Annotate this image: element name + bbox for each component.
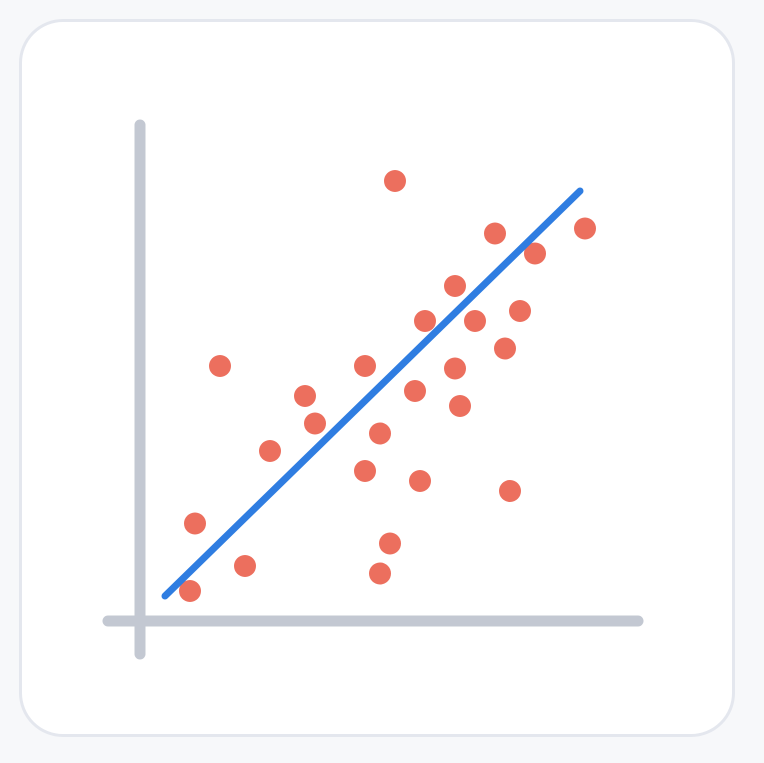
data-point-15 <box>409 470 431 492</box>
data-point-13 <box>384 170 406 192</box>
data-point-22 <box>494 337 516 360</box>
data-point-10 <box>369 422 391 445</box>
data-point-1 <box>179 580 201 602</box>
trendline-layer <box>161 187 584 600</box>
data-point-14 <box>404 380 426 402</box>
data-point-26 <box>574 217 596 240</box>
data-point-4 <box>234 555 256 577</box>
data-point-24 <box>509 300 531 322</box>
data-point-11 <box>369 562 391 585</box>
data-point-9 <box>354 460 376 482</box>
data-point-25 <box>524 242 546 265</box>
trendline <box>161 187 584 600</box>
data-point-6 <box>294 385 316 407</box>
data-point-5 <box>259 440 281 462</box>
data-point-18 <box>444 357 466 380</box>
data-point-3 <box>209 355 231 377</box>
data-point-23 <box>499 480 521 502</box>
data-point-2 <box>184 512 206 535</box>
data-point-19 <box>449 395 471 417</box>
data-point-7 <box>304 412 326 435</box>
data-point-8 <box>354 355 376 377</box>
data-point-21 <box>484 222 506 245</box>
data-points <box>179 170 596 602</box>
data-point-12 <box>379 532 401 555</box>
data-point-20 <box>464 310 486 332</box>
data-point-16 <box>414 310 436 332</box>
data-point-17 <box>444 275 466 297</box>
